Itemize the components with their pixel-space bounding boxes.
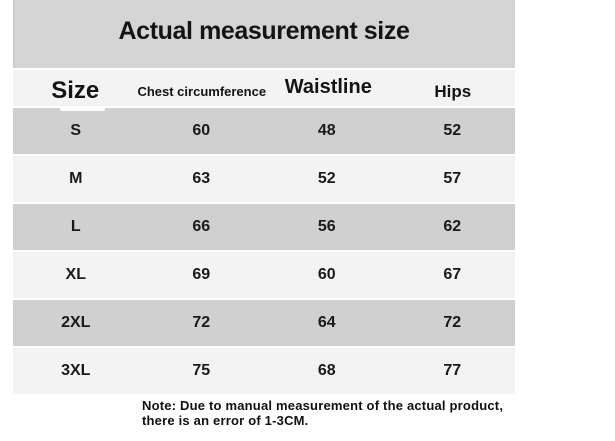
- cell-size: L: [70, 218, 81, 235]
- table-row-3xl: 3XL 75 68 77: [13, 348, 515, 394]
- page-title: Actual measurement size: [118, 17, 410, 45]
- table-header-row: Size Chest circumference Waistline Hips: [13, 70, 515, 106]
- cell-hips: 72: [443, 314, 462, 331]
- cell-chest: 75: [192, 362, 211, 379]
- cell-size: 3XL: [61, 362, 91, 379]
- cell-size: XL: [65, 266, 86, 283]
- table-body: S 60 48 52 M 63 52 57 L 66 56 62 XL 69 6…: [13, 108, 515, 394]
- cell-chest: 69: [192, 266, 211, 283]
- header-cell-hips: Hips: [434, 82, 472, 101]
- table-row-l: L 66 56 62: [13, 204, 515, 250]
- table-row-s: S 60 48 52: [13, 108, 515, 154]
- cell-hips: 52: [443, 122, 462, 139]
- cell-waist: 56: [317, 218, 336, 235]
- cell-hips: 67: [443, 266, 462, 283]
- cell-size: 2XL: [61, 314, 91, 331]
- note-line-1: Note: Due to manual measurement of the a…: [142, 398, 504, 413]
- header-cell-chest: Chest circumference: [137, 84, 267, 99]
- cell-chest: 60: [192, 122, 211, 139]
- note-line-2: there is an error of 1-3CM.: [142, 412, 309, 428]
- cell-hips: 57: [443, 170, 462, 187]
- cell-hips: 62: [443, 218, 462, 235]
- cell-waist: 52: [317, 170, 336, 187]
- table-row-xl: XL 69 60 67: [13, 252, 515, 298]
- cell-chest: 72: [192, 314, 211, 331]
- cell-chest: 63: [192, 170, 211, 187]
- cell-waist: 60: [317, 266, 336, 283]
- cell-waist: 48: [317, 122, 336, 139]
- table-row-2xl: 2XL 72 64 72: [13, 300, 515, 346]
- cell-hips: 77: [443, 362, 462, 379]
- cell-waist: 68: [317, 362, 336, 379]
- table-row-m: M 63 52 57: [13, 156, 515, 202]
- cell-size: M: [69, 170, 83, 187]
- size-header-underline: [60, 106, 105, 111]
- header-cell-waistline: Waistline: [284, 76, 372, 98]
- title-banner: Actual measurement size: [13, 0, 515, 68]
- cell-waist: 64: [317, 314, 336, 331]
- measurement-note: Note: Due to manual measurement of the a…: [142, 398, 522, 428]
- cell-chest: 66: [192, 218, 211, 235]
- header-cell-size: Size: [51, 77, 100, 104]
- size-table-panel: Actual measurement size Size Chest circu…: [13, 0, 515, 396]
- cell-size: S: [70, 122, 82, 139]
